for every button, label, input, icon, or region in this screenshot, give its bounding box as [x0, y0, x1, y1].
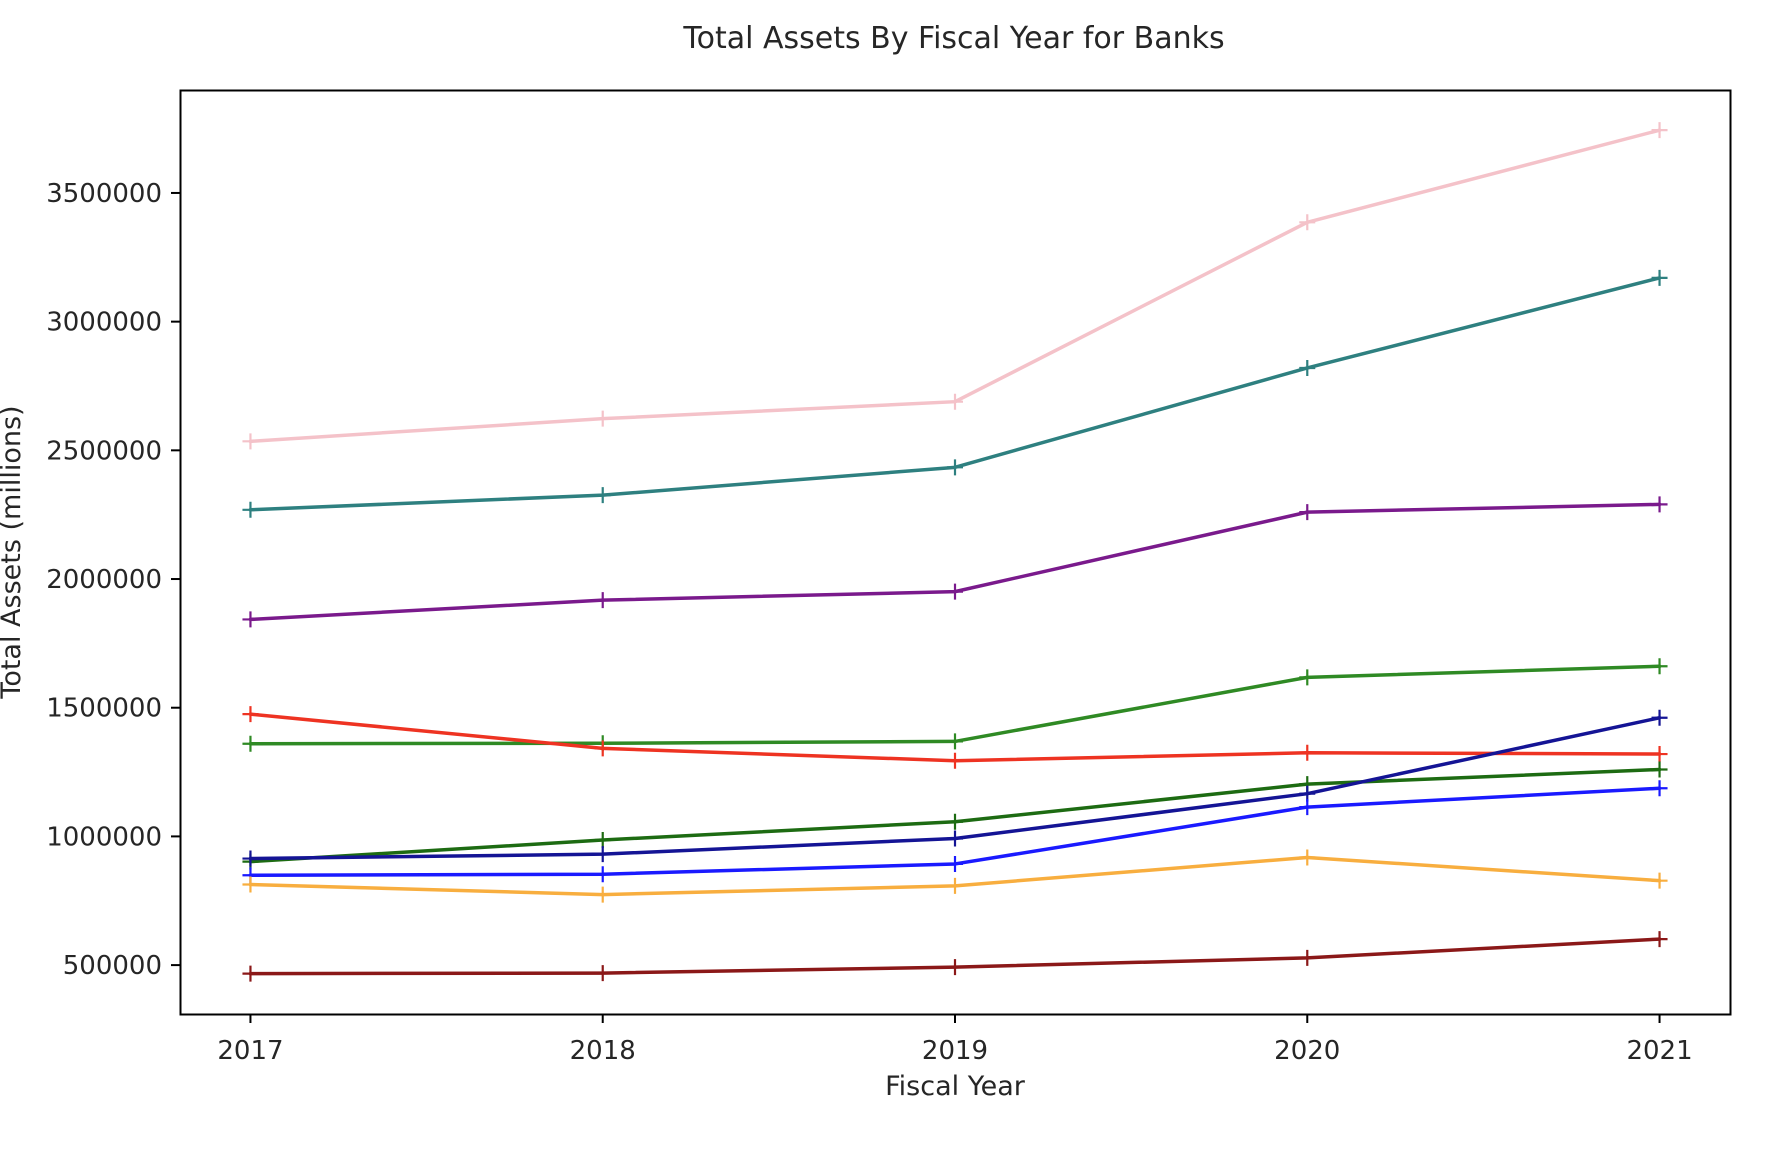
- y-tick-label: 2500000: [46, 436, 162, 466]
- y-tick-label: 500000: [63, 951, 162, 981]
- x-tick-label: 2018: [570, 1036, 636, 1066]
- x-tick-label: 2017: [217, 1036, 283, 1066]
- y-tick-label: 2000000: [46, 565, 162, 595]
- x-tick-label: 2021: [1626, 1036, 1692, 1066]
- x-axis-label: Fiscal Year: [885, 1071, 1026, 1102]
- y-tick-label: 3000000: [46, 308, 162, 338]
- x-tick-label: 2020: [1274, 1036, 1340, 1066]
- x-tick-label: 2019: [922, 1036, 988, 1066]
- y-tick-label: 1500000: [46, 694, 162, 724]
- y-axis-label: Total Assets (millions): [0, 405, 27, 699]
- y-tick-label: 1000000: [46, 822, 162, 852]
- y-tick-label: 3500000: [46, 179, 162, 209]
- chart-title: Total Assets By Fiscal Year for Banks: [682, 21, 1224, 56]
